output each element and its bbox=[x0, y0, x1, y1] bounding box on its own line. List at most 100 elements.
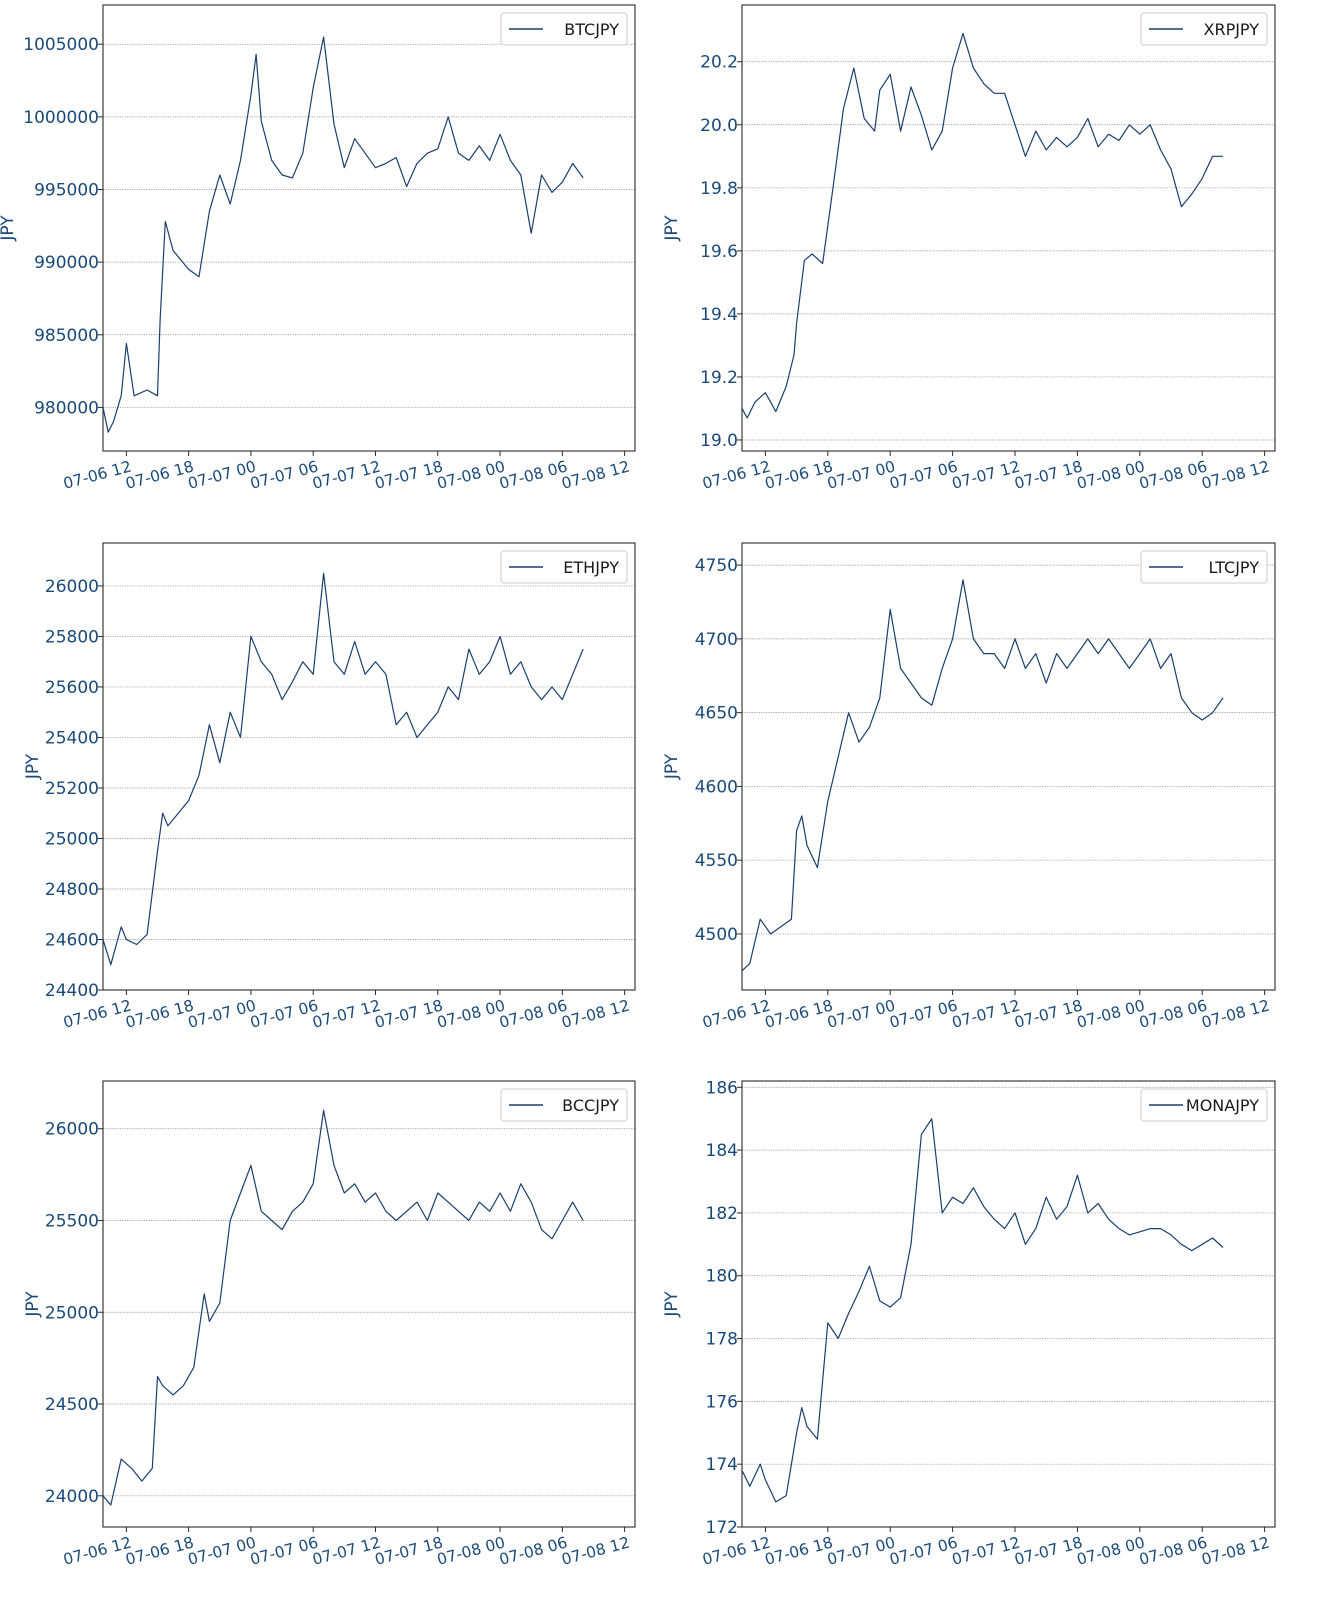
x-tick-label: 07-06 18 bbox=[763, 457, 835, 492]
y-tick-label: 25800 bbox=[45, 627, 99, 647]
x-tick-label: 07-08 06 bbox=[1137, 457, 1209, 492]
x-tick-label: 07-08 06 bbox=[1137, 996, 1209, 1031]
y-tick-label: 25400 bbox=[45, 728, 99, 748]
y-axis-label: JPY bbox=[662, 215, 682, 242]
x-tick-label: 07-08 00 bbox=[1075, 996, 1147, 1031]
series-line-bccjpy bbox=[102, 1109, 584, 1506]
y-tick-label: 4550 bbox=[695, 851, 738, 871]
x-tick-label: 07-08 12 bbox=[560, 996, 632, 1031]
series-line-ltcjpy bbox=[741, 579, 1224, 972]
legend-label: BCCJPY bbox=[562, 1096, 619, 1115]
y-tick-label: 24000 bbox=[45, 1487, 99, 1507]
series-line-xrpjpy bbox=[741, 32, 1223, 419]
x-tick-label: 07-07 00 bbox=[825, 996, 897, 1031]
x-tick-label: 07-08 12 bbox=[1200, 1533, 1272, 1568]
x-tick-label: 07-07 06 bbox=[888, 996, 960, 1031]
y-tick-label: 25500 bbox=[45, 1211, 99, 1231]
legend-box bbox=[1140, 12, 1268, 46]
y-tick-label: 1005000 bbox=[23, 35, 99, 55]
y-tick-label: 19.2 bbox=[700, 368, 738, 388]
y-tick-label: 4600 bbox=[695, 777, 738, 797]
series-line-btcjpy bbox=[102, 36, 584, 433]
x-tick-label: 07-07 18 bbox=[1012, 1533, 1084, 1568]
y-tick-label: 19.0 bbox=[700, 431, 738, 451]
x-tick-label: 07-08 12 bbox=[1200, 457, 1272, 492]
y-tick-label: 25600 bbox=[45, 678, 99, 698]
legend-label: LTCJPY bbox=[1208, 558, 1259, 577]
x-tick-label: 07-08 00 bbox=[1075, 457, 1147, 492]
x-tick-label: 07-07 06 bbox=[888, 1533, 960, 1568]
y-tick-label: 4700 bbox=[695, 630, 738, 650]
x-tick-label: 07-07 12 bbox=[950, 457, 1022, 492]
y-tick-label: 182 bbox=[706, 1204, 738, 1224]
legend-box bbox=[1140, 1088, 1268, 1122]
x-tick-label: 07-07 18 bbox=[1012, 996, 1084, 1031]
y-tick-label: 990000 bbox=[34, 253, 99, 273]
y-axis-label: JPY bbox=[0, 215, 18, 242]
y-tick-label: 174 bbox=[706, 1455, 738, 1475]
y-tick-label: 178 bbox=[706, 1330, 738, 1350]
y-axis-label: JPY bbox=[23, 753, 43, 780]
x-tick-label: 07-08 00 bbox=[1075, 1533, 1147, 1568]
chart-panel-6: 172 174 176 178 180 182 184 186 JPY 07-06 1207-06… bbox=[662, 1078, 1276, 1569]
y-tick-label: 4750 bbox=[695, 556, 738, 576]
x-tick-label: 07-07 00 bbox=[825, 457, 897, 492]
x-tick-label: 07-06 18 bbox=[763, 996, 835, 1031]
y-tick-label: 26000 bbox=[45, 577, 99, 597]
y-tick-label: 24600 bbox=[45, 930, 99, 950]
x-tick-label: 07-07 00 bbox=[825, 1533, 897, 1568]
legend-box bbox=[500, 12, 628, 46]
y-tick-label: 4650 bbox=[695, 704, 738, 724]
legend-label: BTCJPY bbox=[564, 20, 619, 39]
x-tick-label: 07-08 12 bbox=[560, 1533, 632, 1568]
chart-panel-4: 4500 4550 4600 4650 4700 4750 JPY 07-06 1207-06… bbox=[662, 542, 1276, 1032]
y-tick-label: 24800 bbox=[45, 880, 99, 900]
y-tick-label: 19.4 bbox=[700, 305, 738, 325]
y-tick-label: 985000 bbox=[34, 326, 99, 346]
y-axis-label: JPY bbox=[23, 1291, 43, 1318]
y-tick-label: 995000 bbox=[34, 181, 99, 201]
y-tick-label: 26000 bbox=[45, 1120, 99, 1140]
y-tick-label: 186 bbox=[706, 1078, 738, 1098]
y-axis-label: JPY bbox=[662, 753, 682, 780]
y-tick-label: 24500 bbox=[45, 1395, 99, 1415]
chart-panel-3: 24400 24600 24800 25000 25200 25400 25600 25800… bbox=[23, 542, 636, 1032]
legend-box bbox=[1140, 550, 1268, 584]
x-tick-label: 07-06 18 bbox=[763, 1533, 835, 1568]
y-tick-label: 172 bbox=[706, 1518, 738, 1538]
legend-box bbox=[500, 1088, 628, 1122]
y-tick-label: 4500 bbox=[695, 925, 738, 945]
legend-label: XRPJPY bbox=[1203, 20, 1259, 39]
x-tick-label: 07-08 12 bbox=[560, 457, 632, 492]
y-tick-label: 19.8 bbox=[700, 179, 738, 199]
series-line-ethjpy bbox=[102, 572, 584, 966]
x-tick-label: 07-07 06 bbox=[888, 457, 960, 492]
y-tick-label: 184 bbox=[706, 1141, 738, 1161]
x-tick-label: 07-06 12 bbox=[700, 996, 772, 1031]
legend-label: ETHJPY bbox=[563, 558, 619, 577]
x-tick-label: 07-07 12 bbox=[950, 1533, 1022, 1568]
plot-frame bbox=[741, 542, 1276, 991]
y-tick-label: 176 bbox=[706, 1392, 738, 1412]
plot-frame bbox=[102, 1080, 636, 1528]
plot-frame bbox=[741, 4, 1276, 452]
y-tick-label: 25000 bbox=[45, 829, 99, 849]
x-tick-label: 07-07 12 bbox=[950, 996, 1022, 1031]
plot-frame bbox=[102, 4, 636, 452]
y-tick-label: 25200 bbox=[45, 779, 99, 799]
x-tick-label: 07-08 12 bbox=[1200, 996, 1272, 1031]
y-tick-label: 20.2 bbox=[700, 53, 738, 73]
series-line-monajpy bbox=[741, 1118, 1224, 1503]
chart-panel-1: 980000 985000 990000 995000 1000000 1005000 JP… bbox=[0, 4, 636, 493]
y-tick-label: 980000 bbox=[34, 398, 99, 418]
x-tick-label: 07-06 12 bbox=[700, 1533, 772, 1568]
x-tick-label: 07-06 12 bbox=[700, 457, 772, 492]
legend-label: MONAJPY bbox=[1186, 1096, 1259, 1115]
y-tick-label: 180 bbox=[706, 1267, 738, 1287]
y-tick-label: 20.0 bbox=[700, 116, 738, 136]
legend-box bbox=[500, 550, 628, 584]
x-tick-label: 07-07 18 bbox=[1012, 457, 1084, 492]
